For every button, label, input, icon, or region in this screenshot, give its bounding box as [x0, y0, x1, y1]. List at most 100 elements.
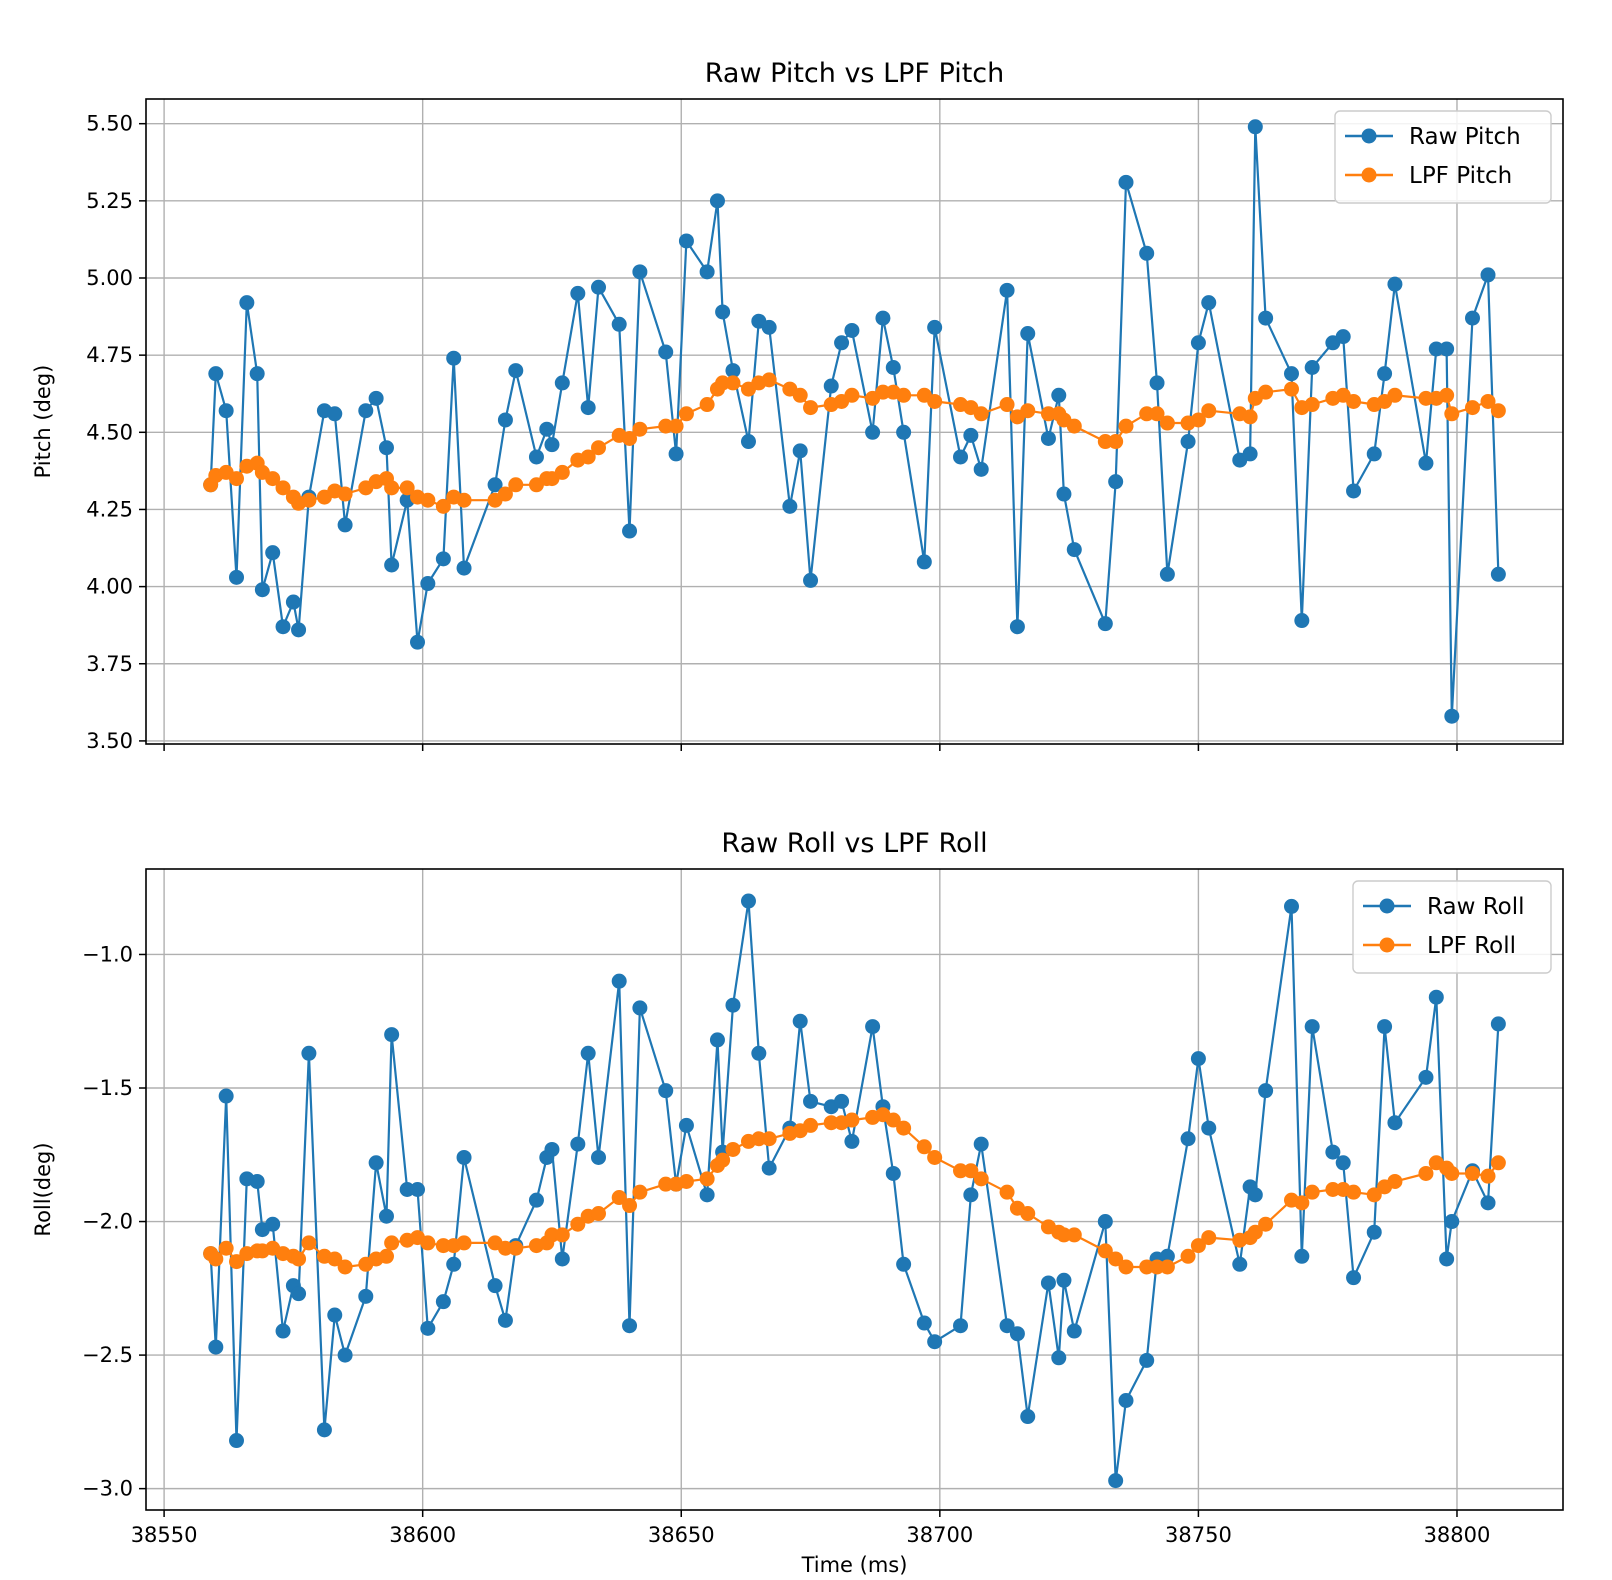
raw-roll-point	[1428, 989, 1444, 1005]
raw-roll-point	[544, 1141, 560, 1157]
lpf-pitch-point	[927, 393, 943, 409]
raw-pitch-point	[254, 582, 270, 598]
lpf-roll-point	[1366, 1187, 1382, 1203]
lpf-roll-point	[508, 1240, 524, 1256]
lpf-pitch-point	[668, 418, 684, 434]
raw-roll-point	[1108, 1473, 1124, 1489]
raw-pitch-point	[1051, 387, 1067, 403]
raw-pitch-point	[420, 576, 436, 592]
raw-roll-point	[249, 1173, 265, 1189]
lpf-roll-point	[1159, 1259, 1175, 1275]
lpf-roll-point	[1258, 1216, 1274, 1232]
lpf-pitch-point	[1097, 434, 1113, 450]
raw-pitch-point	[1387, 276, 1403, 292]
lpf-pitch-point	[844, 387, 860, 403]
lpf-pitch-point	[792, 387, 808, 403]
raw-pitch-point	[1108, 474, 1124, 490]
raw-roll-point	[1056, 1272, 1072, 1288]
y-tick-label: 4.75	[86, 343, 133, 367]
raw-pitch-point	[285, 594, 301, 610]
raw-pitch-point	[1464, 310, 1480, 326]
raw-pitch-point	[446, 350, 462, 366]
lpf-pitch-point	[1139, 406, 1155, 422]
lpf-roll-point	[301, 1235, 317, 1251]
raw-pitch-point	[1118, 174, 1134, 190]
lpf-roll-point	[1490, 1155, 1506, 1171]
raw-pitch-point	[740, 434, 756, 450]
lpf-pitch-point	[399, 480, 415, 496]
lpf-roll-point	[1108, 1251, 1124, 1267]
lpf-pitch-point	[622, 430, 638, 446]
raw-pitch-point	[337, 517, 353, 533]
raw-roll-point	[844, 1133, 860, 1149]
raw-roll-point	[1346, 1270, 1362, 1286]
raw-pitch-point	[265, 545, 281, 561]
x-tick-label: 38650	[648, 1523, 715, 1547]
raw-roll-point	[1118, 1392, 1134, 1408]
raw-roll-point	[337, 1347, 353, 1363]
raw-pitch-point	[725, 363, 741, 379]
lpf-roll-point	[337, 1259, 353, 1275]
raw-roll-point	[1444, 1214, 1460, 1230]
lpf-roll-point	[715, 1152, 731, 1168]
lpf-pitch-point	[1418, 390, 1434, 406]
raw-roll-point	[1283, 898, 1299, 914]
lpf-roll-point	[953, 1163, 969, 1179]
raw-roll-point	[963, 1187, 979, 1203]
lpf-pitch-point	[1190, 412, 1206, 428]
raw-roll-point	[740, 893, 756, 909]
legend-box	[1352, 880, 1552, 974]
raw-pitch-point	[1258, 310, 1274, 326]
lpf-roll-point	[885, 1112, 901, 1128]
lpf-roll-point	[761, 1131, 777, 1147]
raw-roll-point	[792, 1013, 808, 1029]
y-tick-label: 3.75	[86, 652, 133, 676]
raw-roll-point	[622, 1318, 638, 1334]
raw-pitch-point	[1428, 341, 1444, 357]
x-tick-label: 38550	[131, 1523, 198, 1547]
lpf-roll-point	[497, 1240, 513, 1256]
lpf-pitch-point	[699, 397, 715, 413]
raw-roll-point	[865, 1019, 881, 1035]
raw-pitch-point	[916, 554, 932, 570]
raw-roll-point	[410, 1182, 426, 1197]
raw-pitch-point	[875, 310, 891, 326]
raw-roll-point	[1020, 1409, 1036, 1425]
raw-roll-point	[916, 1315, 932, 1331]
raw-roll-point	[316, 1422, 332, 1438]
lpf-pitch-point	[999, 397, 1015, 413]
raw-pitch-point	[544, 437, 560, 453]
raw-pitch-point	[229, 569, 245, 585]
raw-roll-point	[699, 1187, 715, 1203]
lpf-roll-point	[823, 1115, 839, 1131]
lpf-pitch-point	[1108, 434, 1124, 450]
raw-pitch-point	[1283, 366, 1299, 382]
legend-swatch-marker	[1379, 937, 1395, 953]
raw-pitch-point	[291, 622, 307, 638]
raw-roll-point	[1258, 1083, 1274, 1099]
lpf-pitch-point	[1387, 387, 1403, 403]
legend-label: Raw Pitch	[1409, 124, 1521, 150]
raw-roll-point	[1051, 1350, 1067, 1366]
raw-pitch-point	[487, 477, 503, 493]
y-tick-label: −1.5	[82, 1076, 133, 1100]
raw-roll-point	[1066, 1323, 1082, 1339]
raw-pitch-point	[358, 403, 374, 419]
lpf-roll-point	[1139, 1259, 1155, 1275]
raw-pitch-point	[1066, 542, 1082, 558]
lpf-pitch-point	[1464, 400, 1480, 416]
raw-roll-point	[1139, 1352, 1155, 1368]
lpf-pitch-point	[1149, 406, 1165, 422]
raw-pitch-point	[1247, 119, 1263, 135]
lpf-roll-point	[916, 1139, 932, 1155]
raw-pitch-point	[896, 424, 912, 440]
raw-pitch-point	[611, 316, 627, 332]
raw-roll-point	[1201, 1120, 1217, 1136]
raw-roll-point	[632, 1000, 648, 1016]
raw-roll-point	[570, 1136, 586, 1152]
y-tick-label: 4.00	[86, 575, 133, 599]
lpf-roll-point	[218, 1240, 234, 1256]
legend: Raw Pitch LPF Pitch	[1334, 110, 1552, 204]
raw-pitch-point	[1335, 329, 1351, 345]
raw-pitch-point	[761, 319, 777, 335]
